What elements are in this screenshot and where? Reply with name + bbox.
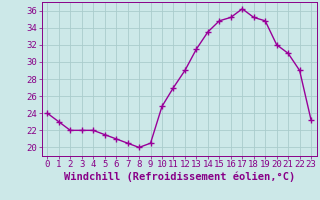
X-axis label: Windchill (Refroidissement éolien,°C): Windchill (Refroidissement éolien,°C) xyxy=(64,172,295,182)
